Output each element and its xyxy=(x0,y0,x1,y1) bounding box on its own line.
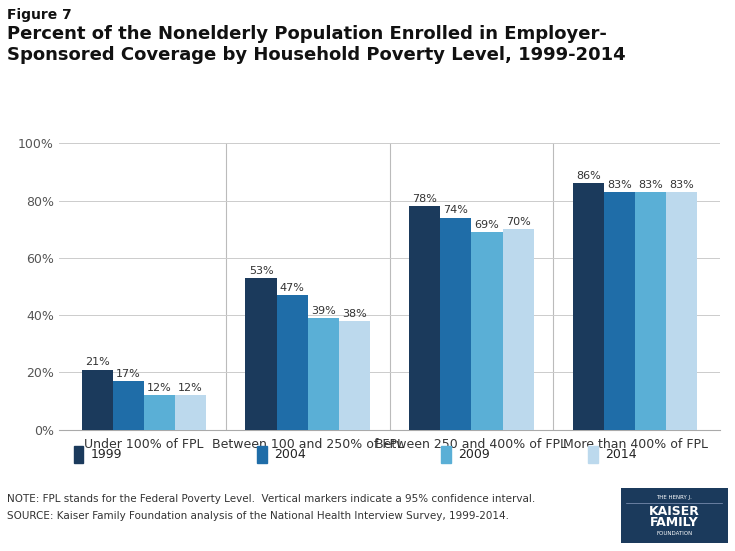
Bar xyxy=(573,183,604,430)
Text: 74%: 74% xyxy=(443,206,468,215)
Text: 17%: 17% xyxy=(116,369,141,379)
Text: 12%: 12% xyxy=(147,383,172,393)
Text: 47%: 47% xyxy=(280,283,304,293)
Text: 70%: 70% xyxy=(506,217,531,227)
Text: SOURCE: Kaiser Family Foundation analysis of the National Health Interview Surve: SOURCE: Kaiser Family Foundation analysi… xyxy=(7,511,509,521)
Text: THE HENRY J.: THE HENRY J. xyxy=(656,495,692,500)
Bar xyxy=(471,232,503,430)
Text: FAMILY: FAMILY xyxy=(650,516,699,530)
Text: 2014: 2014 xyxy=(605,448,637,461)
Text: 69%: 69% xyxy=(475,220,499,230)
Bar xyxy=(276,295,308,430)
Text: 83%: 83% xyxy=(607,180,632,190)
Text: 86%: 86% xyxy=(576,171,601,181)
Text: 1999: 1999 xyxy=(90,448,122,461)
Text: 83%: 83% xyxy=(638,180,663,190)
Bar xyxy=(245,278,276,430)
Text: 53%: 53% xyxy=(248,266,273,276)
Text: 38%: 38% xyxy=(342,309,367,318)
Bar xyxy=(82,370,113,430)
Bar xyxy=(503,229,534,430)
Bar xyxy=(308,318,339,430)
Text: 78%: 78% xyxy=(412,194,437,204)
Text: 83%: 83% xyxy=(670,180,694,190)
Text: KAISER: KAISER xyxy=(649,505,700,518)
Text: 12%: 12% xyxy=(178,383,203,393)
Bar xyxy=(175,396,206,430)
Text: Figure 7: Figure 7 xyxy=(7,8,72,22)
Text: FOUNDATION: FOUNDATION xyxy=(656,531,692,536)
Text: 21%: 21% xyxy=(85,357,110,368)
Text: NOTE: FPL stands for the Federal Poverty Level.  Vertical markers indicate a 95%: NOTE: FPL stands for the Federal Poverty… xyxy=(7,494,536,504)
Text: 2009: 2009 xyxy=(458,448,490,461)
Text: 39%: 39% xyxy=(311,306,336,316)
Bar xyxy=(409,206,440,430)
Text: Percent of the Nonelderly Population Enrolled in Employer-
Sponsored Coverage by: Percent of the Nonelderly Population Enr… xyxy=(7,25,626,64)
Bar xyxy=(666,192,698,430)
Bar xyxy=(604,192,635,430)
Bar xyxy=(113,381,144,430)
Bar xyxy=(144,396,175,430)
Bar xyxy=(339,321,370,430)
Bar xyxy=(635,192,666,430)
Text: 2004: 2004 xyxy=(274,448,306,461)
Bar xyxy=(440,218,471,430)
